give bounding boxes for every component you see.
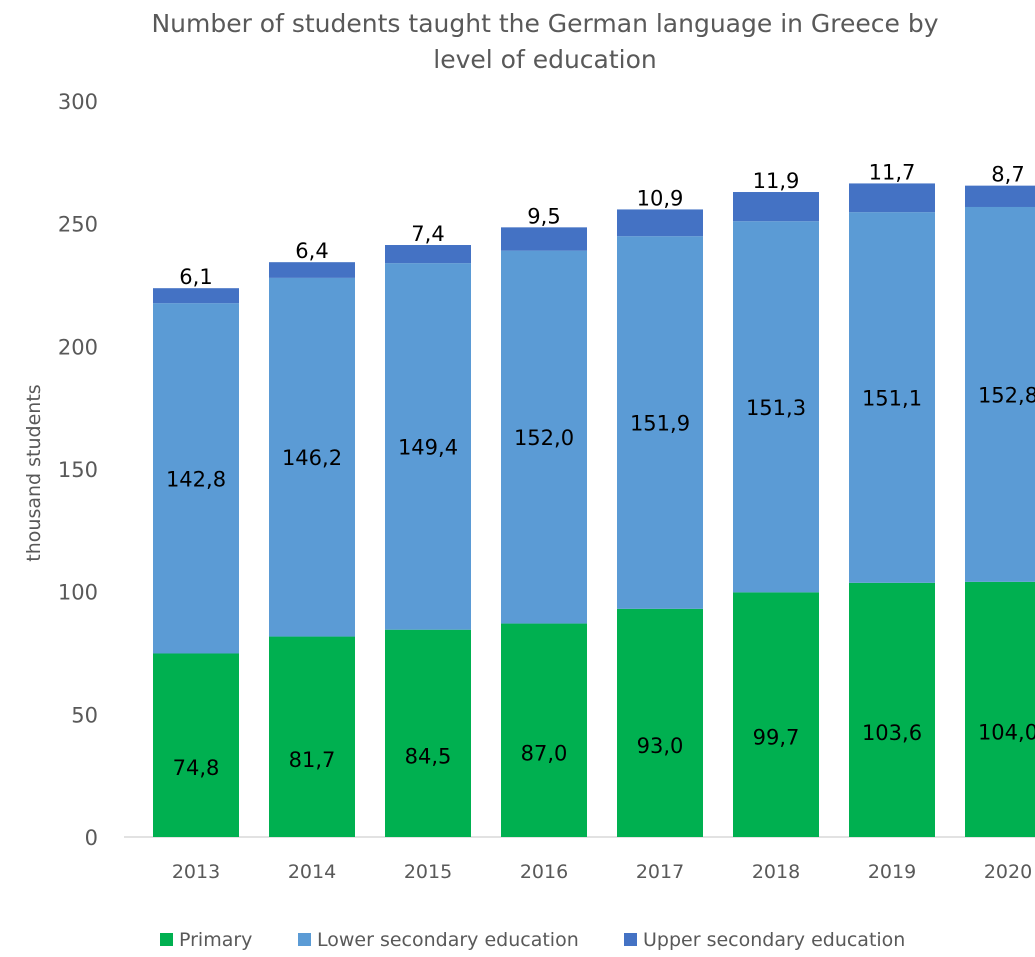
data-labels: 74,8 142,8 6,1 81,7 146,2 6,4 84,5 149,4 7,4 87,0… bbox=[166, 160, 1035, 780]
data-label: 151,3 bbox=[746, 396, 806, 420]
data-label: 87,0 bbox=[521, 741, 568, 765]
bars bbox=[153, 183, 1035, 837]
bar-primary-2018 bbox=[733, 592, 819, 837]
bar-lower-secondary-education-2018 bbox=[733, 221, 819, 593]
bar-lower-secondary-education-2016 bbox=[501, 250, 587, 624]
x-tick-label: 2019 bbox=[868, 861, 916, 883]
data-label: 103,6 bbox=[862, 721, 922, 745]
y-tick-label: 0 bbox=[85, 826, 98, 850]
y-tick-label: 200 bbox=[58, 335, 98, 359]
x-tick-label: 2020 bbox=[984, 861, 1032, 883]
legend: Primary Lower secondary education Upper se… bbox=[160, 929, 905, 951]
y-tick-label: 250 bbox=[58, 213, 98, 237]
bar-upper-secondary-education-2017 bbox=[617, 209, 703, 237]
chart-title-line-1: Number of students taught the German lan… bbox=[151, 9, 938, 38]
data-label: 84,5 bbox=[405, 744, 452, 768]
data-label: 9,5 bbox=[527, 204, 560, 228]
legend-swatch-primary bbox=[160, 933, 173, 946]
bar-primary-2016 bbox=[501, 623, 587, 837]
bar-primary-2020 bbox=[965, 581, 1035, 837]
data-label: 99,7 bbox=[753, 726, 800, 750]
legend-label: Upper secondary education bbox=[643, 929, 905, 951]
legend-swatch-lower-secondary-education bbox=[298, 933, 311, 946]
bar-lower-secondary-education-2015 bbox=[385, 263, 471, 630]
data-label: 149,4 bbox=[398, 435, 458, 459]
x-tick-label: 2013 bbox=[172, 861, 220, 883]
bar-lower-secondary-education-2013 bbox=[153, 303, 239, 654]
data-label: 152,8 bbox=[978, 383, 1035, 407]
data-label: 93,0 bbox=[637, 734, 684, 758]
chart-title: Number of students taught the German lan… bbox=[151, 9, 938, 74]
legend-swatch-upper-secondary-education bbox=[624, 933, 637, 946]
data-label: 151,9 bbox=[630, 412, 690, 436]
data-label: 146,2 bbox=[282, 446, 342, 470]
data-label: 11,7 bbox=[869, 160, 916, 184]
x-tick-label: 2015 bbox=[404, 861, 452, 883]
y-tick-label: 150 bbox=[58, 458, 98, 482]
data-label: 74,8 bbox=[173, 756, 220, 780]
legend-label: Lower secondary education bbox=[317, 929, 579, 951]
data-label: 6,4 bbox=[295, 239, 328, 263]
bar-upper-secondary-education-2020 bbox=[965, 185, 1035, 207]
data-label: 151,1 bbox=[862, 386, 922, 410]
bar-lower-secondary-education-2014 bbox=[269, 277, 355, 637]
x-tick-label: 2016 bbox=[520, 861, 568, 883]
bar-primary-2019 bbox=[849, 582, 935, 837]
bar-primary-2014 bbox=[269, 636, 355, 837]
y-axis-title: thousand students bbox=[23, 384, 45, 561]
x-axis-ticks: 2013 2014 2015 2016 2017 2018 2019 2020 bbox=[172, 861, 1032, 883]
x-tick-label: 2014 bbox=[288, 861, 336, 883]
data-label: 6,1 bbox=[179, 265, 212, 289]
chart-title-line-2: level of education bbox=[433, 45, 657, 74]
data-label: 81,7 bbox=[289, 748, 336, 772]
y-tick-label: 100 bbox=[58, 581, 98, 605]
bar-primary-2013 bbox=[153, 653, 239, 837]
y-tick-label: 300 bbox=[58, 90, 98, 114]
bar-upper-secondary-education-2015 bbox=[385, 245, 471, 264]
data-label: 104,0 bbox=[978, 720, 1035, 744]
bar-upper-secondary-education-2013 bbox=[153, 288, 239, 304]
bar-lower-secondary-education-2017 bbox=[617, 236, 703, 609]
data-label: 10,9 bbox=[637, 186, 684, 210]
bar-upper-secondary-education-2014 bbox=[269, 262, 355, 278]
bar-upper-secondary-education-2018 bbox=[733, 192, 819, 222]
bar-primary-2017 bbox=[617, 608, 703, 837]
bar-upper-secondary-education-2016 bbox=[501, 227, 587, 251]
data-label: 7,4 bbox=[411, 222, 444, 246]
data-label: 152,0 bbox=[514, 426, 574, 450]
bar-lower-secondary-education-2020 bbox=[965, 206, 1035, 582]
data-label: 142,8 bbox=[166, 467, 226, 491]
x-tick-label: 2018 bbox=[752, 861, 800, 883]
bar-upper-secondary-education-2019 bbox=[849, 183, 935, 213]
y-axis-ticks: 0 50 100 150 200 250 300 bbox=[58, 90, 98, 850]
data-label: 11,9 bbox=[753, 169, 800, 193]
y-tick-label: 50 bbox=[71, 703, 98, 727]
data-label: 8,7 bbox=[991, 163, 1024, 187]
x-tick-label: 2017 bbox=[636, 861, 684, 883]
bar-lower-secondary-education-2019 bbox=[849, 212, 935, 583]
legend-label: Primary bbox=[179, 929, 252, 951]
bar-primary-2015 bbox=[385, 629, 471, 837]
